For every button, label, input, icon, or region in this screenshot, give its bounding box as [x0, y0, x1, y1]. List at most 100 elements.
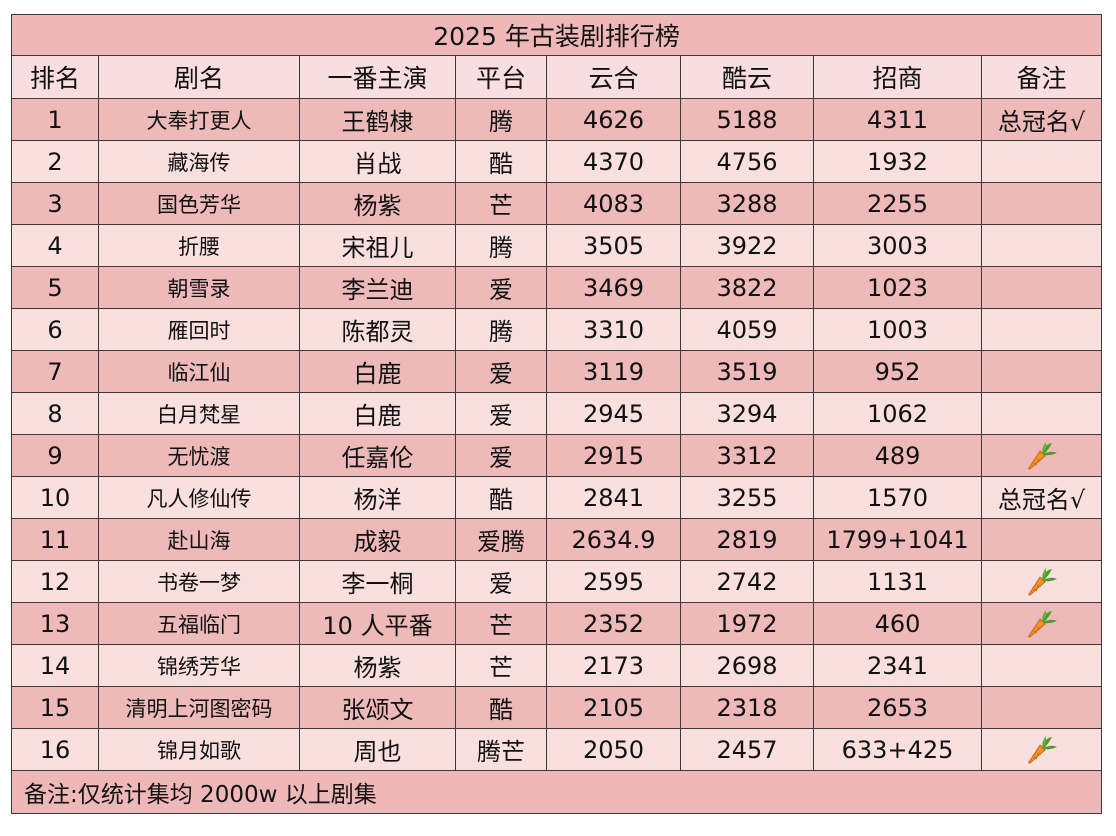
platform-cell: 腾 [455, 308, 547, 351]
note-cell [980, 308, 1103, 351]
note-cell: 总冠名√ [980, 98, 1103, 141]
zhaoshang-cell: 2653 [813, 686, 982, 729]
column-header-name: 剧名 [98, 55, 300, 99]
yunhe-cell: 2841 [546, 476, 681, 519]
show-name-cell: 无忧渡 [98, 434, 300, 477]
table-row: 14 锦绣芳华 杨紫芒 2173 2698 2341 [11, 644, 1103, 687]
footnote-row: 备注:仅统计集均 2000w 以上剧集 [10, 770, 1103, 814]
platform-cell: 爱 [455, 266, 547, 309]
note-cell [980, 728, 1103, 771]
platform-cell: 爱 [455, 392, 547, 435]
table-row: 3 国色芳华 杨紫芒 4083 3288 2255 [11, 182, 1103, 225]
yunhe-cell: 2050 [546, 728, 681, 771]
show-name-cell: 朝雪录 [98, 266, 300, 309]
show-name-cell: 临江仙 [98, 350, 300, 393]
note-cell [980, 560, 1103, 603]
show-name-cell: 锦绣芳华 [98, 644, 300, 687]
yunhe-cell: 4370 [546, 140, 681, 183]
rank-cell: 10 [11, 476, 99, 519]
kuyun-cell: 2742 [680, 560, 814, 603]
rank-cell: 4 [11, 224, 99, 267]
rank-cell: 6 [11, 308, 99, 351]
lead-actor-cell: 宋祖儿 [299, 224, 456, 267]
lead-actor-cell: 任嘉伦 [299, 434, 456, 477]
column-header-platform: 平台 [455, 55, 547, 99]
platform-cell: 爱腾 [455, 518, 547, 561]
yunhe-cell: 3505 [546, 224, 681, 267]
lead-actor-cell: 杨洋 [299, 476, 456, 519]
kuyun-cell: 3822 [680, 266, 814, 309]
show-name-cell: 藏海传 [98, 140, 300, 183]
kuyun-cell: 2318 [680, 686, 814, 729]
carrot-icon [1025, 567, 1059, 597]
rank-cell: 1 [11, 98, 99, 141]
yunhe-cell: 4626 [546, 98, 681, 141]
yunhe-cell: 2595 [546, 560, 681, 603]
note-cell [980, 518, 1103, 561]
kuyun-cell: 2457 [680, 728, 814, 771]
table-row: 16 锦月如歌 周也 腾芒 2050 2457 633+425 [11, 728, 1103, 771]
footnote: 备注:仅统计集均 2000w 以上剧集 [10, 770, 1103, 814]
table-row: 10 凡人修仙传 杨洋酷 2841 3255 1570 总冠名√ [11, 476, 1103, 519]
yunhe-cell: 2352 [546, 602, 681, 645]
table-row: 13 五福临门 10 人平番芒 2352 1972 460 [11, 602, 1103, 645]
column-header-lead: 一番主演 [299, 55, 456, 99]
table-row: 15 清明上河图密码 张颂文酷 2105 2318 2653 [11, 686, 1103, 729]
header-row: 排名 剧名 一番主演 平台 云合 酷云 招商 备注 [11, 55, 1103, 99]
note-cell [980, 182, 1103, 225]
kuyun-cell: 4756 [680, 140, 814, 183]
platform-cell: 腾 [455, 98, 547, 141]
lead-actor-cell: 陈都灵 [299, 308, 456, 351]
lead-actor-cell: 杨紫 [299, 182, 456, 225]
table-row: 6 雁回时 陈都灵腾 3310 4059 1003 [11, 308, 1103, 351]
yunhe-cell: 2105 [546, 686, 681, 729]
note-cell [980, 140, 1103, 183]
zhaoshang-cell: 4311 [813, 98, 982, 141]
column-header-zhaoshang: 招商 [813, 55, 982, 99]
rank-cell: 5 [11, 266, 99, 309]
note-cell: 总冠名√ [980, 476, 1103, 519]
carrot-icon [1025, 735, 1059, 765]
table-row: 5 朝雪录 李兰迪爱 3469 3822 1023 [11, 266, 1103, 309]
lead-actor-cell: 白鹿 [299, 392, 456, 435]
lead-actor-cell: 李一桐 [299, 560, 456, 603]
platform-cell: 爱 [455, 560, 547, 603]
zhaoshang-cell: 489 [813, 434, 982, 477]
zhaoshang-cell: 1131 [813, 560, 982, 603]
note-cell [980, 434, 1103, 477]
table-row: 9 无忧渡 任嘉伦爱 2915 3312 489 [11, 434, 1103, 477]
note-cell [980, 224, 1103, 267]
zhaoshang-cell: 460 [813, 602, 982, 645]
kuyun-cell: 1972 [680, 602, 814, 645]
rank-cell: 11 [11, 518, 99, 561]
column-header-yunhe: 云合 [546, 55, 681, 99]
zhaoshang-cell: 1799+1041 [813, 518, 982, 561]
kuyun-cell: 3519 [680, 350, 814, 393]
note-cell [980, 392, 1103, 435]
table-row: 1 大奉打更人 王鹤棣腾 4626 5188 4311 总冠名√ [11, 98, 1103, 141]
platform-cell: 酷 [455, 686, 547, 729]
platform-cell: 腾 [455, 224, 547, 267]
show-name-cell: 大奉打更人 [98, 98, 300, 141]
carrot-icon [1025, 441, 1059, 471]
kuyun-cell: 3922 [680, 224, 814, 267]
platform-cell: 腾芒 [455, 728, 547, 771]
platform-cell: 酷 [455, 140, 547, 183]
zhaoshang-cell: 2341 [813, 644, 982, 687]
note-cell [980, 350, 1103, 393]
kuyun-cell: 2698 [680, 644, 814, 687]
kuyun-cell: 3312 [680, 434, 814, 477]
note-cell [980, 644, 1103, 687]
column-header-kuyun: 酷云 [680, 55, 814, 99]
zhaoshang-cell: 952 [813, 350, 982, 393]
rank-cell: 8 [11, 392, 99, 435]
rank-cell: 14 [11, 644, 99, 687]
kuyun-cell: 3288 [680, 182, 814, 225]
yunhe-cell: 3119 [546, 350, 681, 393]
table-row: 11 赴山海 成毅 爱腾 2634.9 2819 1799+1041 [11, 518, 1103, 561]
column-header-note: 备注 [980, 55, 1103, 99]
yunhe-cell: 4083 [546, 182, 681, 225]
platform-cell: 芒 [455, 602, 547, 645]
kuyun-cell: 5188 [680, 98, 814, 141]
platform-cell: 爱 [455, 350, 547, 393]
